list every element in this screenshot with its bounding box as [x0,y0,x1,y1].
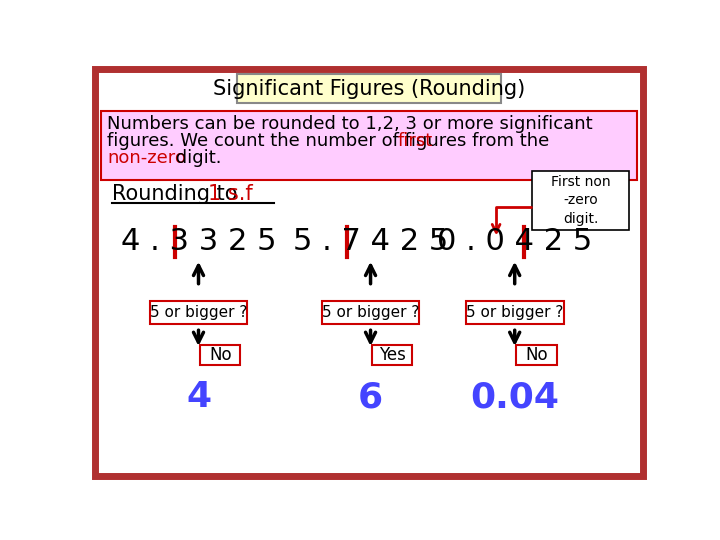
Text: figures. We count the number of figures from the: figures. We count the number of figures … [107,132,555,150]
FancyBboxPatch shape [150,301,248,325]
Text: First non
-zero
digit.: First non -zero digit. [551,175,611,226]
Text: 6: 6 [358,381,383,414]
FancyBboxPatch shape [516,345,557,365]
Text: digit.: digit. [170,149,221,167]
FancyBboxPatch shape [94,70,644,476]
Text: No: No [525,346,548,364]
Text: Significant Figures (Rounding): Significant Figures (Rounding) [213,79,525,99]
Text: Yes: Yes [379,346,405,364]
Text: No: No [209,346,232,364]
Text: 5 or bigger ?: 5 or bigger ? [322,305,419,320]
Text: Numbers can be rounded to 1,2, 3 or more significant: Numbers can be rounded to 1,2, 3 or more… [107,115,593,133]
Text: Rounding to: Rounding to [112,184,244,204]
FancyBboxPatch shape [238,74,500,103]
Text: 5 or bigger ?: 5 or bigger ? [150,305,247,320]
FancyBboxPatch shape [200,345,240,365]
FancyBboxPatch shape [372,345,413,365]
FancyBboxPatch shape [101,111,637,180]
FancyBboxPatch shape [466,301,564,325]
Text: 5 or bigger ?: 5 or bigger ? [466,305,563,320]
Text: 0.04: 0.04 [470,381,559,414]
Text: first: first [397,132,433,150]
Text: 4: 4 [186,381,211,414]
Text: 4 . 3 3 2 5: 4 . 3 3 2 5 [121,227,276,256]
Text: 5 . 7 4 2 5: 5 . 7 4 2 5 [293,227,448,256]
Text: non-zero: non-zero [107,149,186,167]
FancyBboxPatch shape [322,301,419,325]
Text: 1 s.f: 1 s.f [208,184,253,204]
FancyBboxPatch shape [532,171,629,230]
Text: 0 . 0 4 2 5: 0 . 0 4 2 5 [437,227,593,256]
